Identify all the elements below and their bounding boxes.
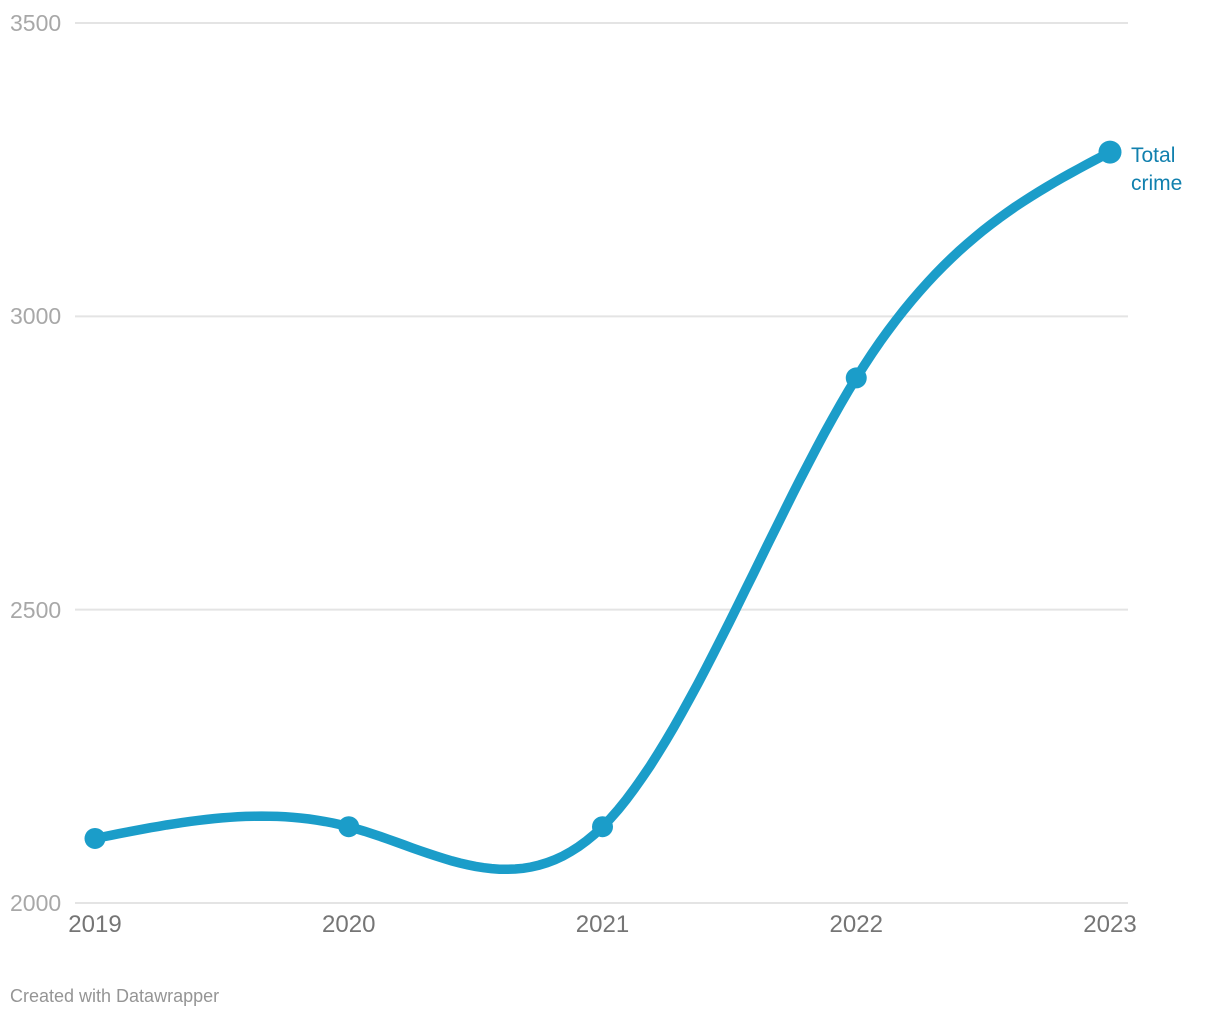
series-end-label-total-crime: Total crime bbox=[1131, 144, 1183, 195]
datawrapper-attribution-link[interactable]: Created with Datawrapper bbox=[10, 986, 220, 1006]
y-axis-tick-label-3000: 3000 bbox=[10, 303, 62, 330]
data-point-2020 bbox=[338, 816, 360, 838]
data-point-2022 bbox=[845, 367, 867, 389]
data-point-2021 bbox=[592, 816, 613, 838]
data-point-2023 bbox=[1098, 140, 1122, 164]
x-axis-tick-label-2021: 2021 bbox=[575, 911, 630, 938]
x-axis-tick-label-2020: 2020 bbox=[322, 911, 376, 938]
x-axis-tick-label-2022: 2022 bbox=[829, 911, 883, 938]
data-point-2019 bbox=[84, 827, 106, 849]
x-axis-tick-label-2019: 2019 bbox=[68, 911, 122, 938]
total-crime-line bbox=[90, 147, 1115, 875]
y-axis-tick-label-2000: 2000 bbox=[10, 890, 62, 916]
y-axis-tick-label-3500: 3500 bbox=[10, 10, 62, 36]
y-axis-tick-label-2500: 2500 bbox=[10, 596, 62, 623]
x-axis-tick-label-2023: 2023 bbox=[1083, 911, 1137, 938]
